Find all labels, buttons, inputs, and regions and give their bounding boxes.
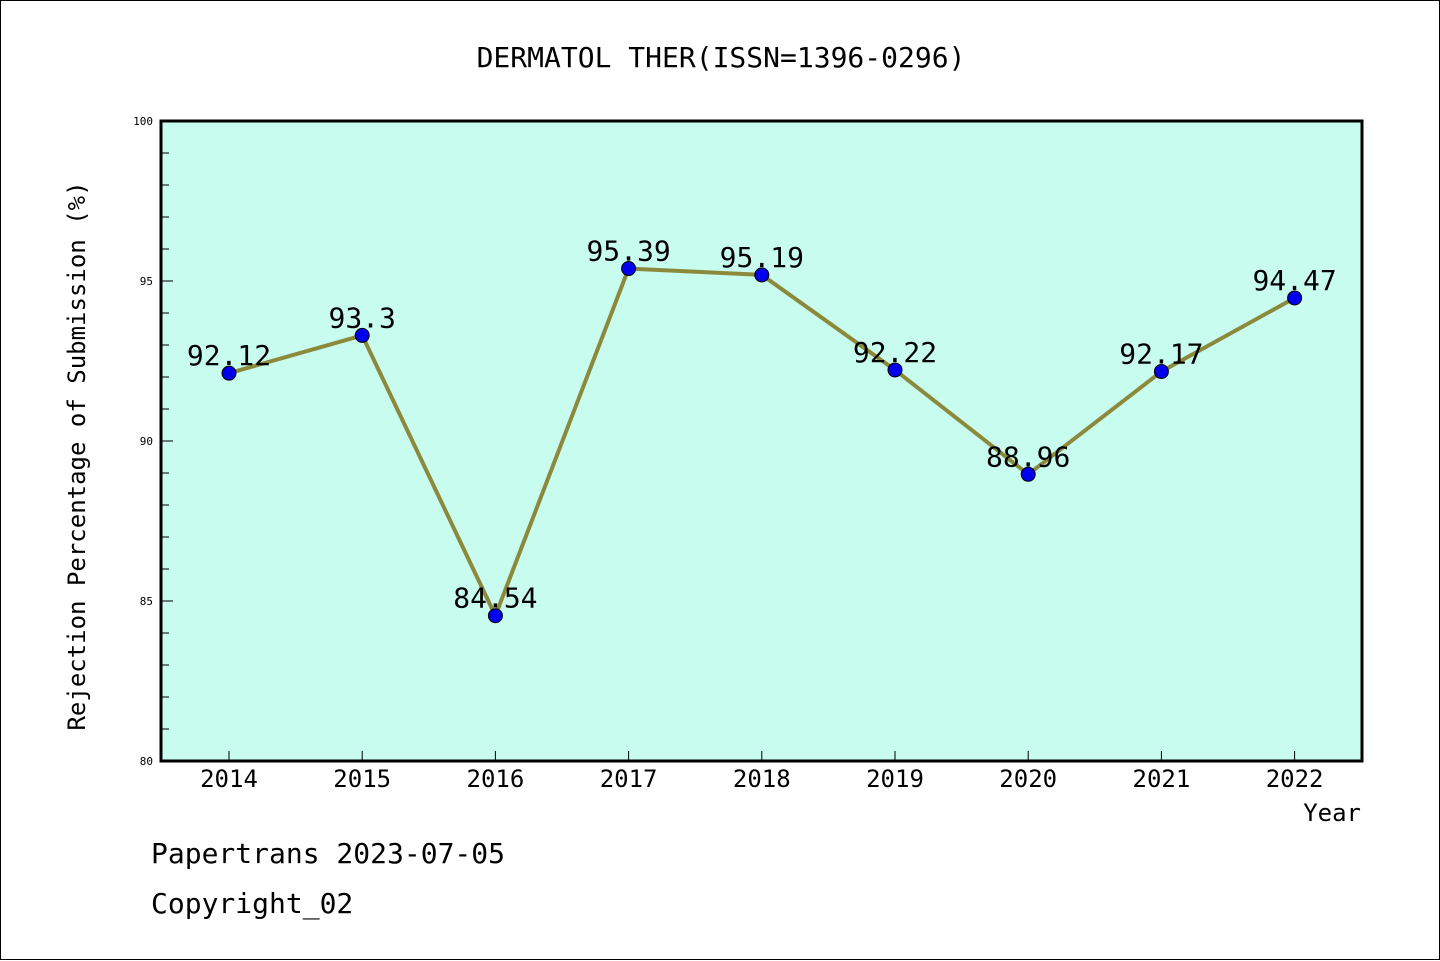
footer-date-line: Papertrans 2023-07-05	[151, 837, 506, 870]
series-markers	[221, 261, 1303, 624]
data-point	[1020, 466, 1036, 482]
y-axis-label: Rejection Percentage of Submission (%)	[63, 181, 91, 730]
footer-copyright-line: Copyright_02	[151, 887, 354, 920]
x-tick-label: 2014	[200, 765, 258, 793]
data-point	[354, 327, 370, 343]
y-axis-tick-labels: 80 85 90 95 100	[133, 115, 153, 768]
data-point	[621, 261, 637, 277]
x-tick-label: 2015	[333, 765, 391, 793]
x-tick-label: 2018	[733, 765, 791, 793]
x-tick-label: 2021	[1133, 765, 1191, 793]
x-tick-label: 2017	[600, 765, 658, 793]
x-axis-ticks	[228, 751, 1296, 761]
x-axis-tick-labels: 2014 2015 2016 2017 2018 2019 2020 2021 2022	[200, 765, 1323, 793]
x-tick-label: 2019	[866, 765, 924, 793]
y-tick-label: 90	[140, 435, 153, 448]
x-axis-label: Year	[1303, 799, 1361, 827]
y-tick-label: 80	[140, 755, 153, 768]
x-tick-label: 2022	[1266, 765, 1324, 793]
data-point	[1287, 290, 1303, 306]
chart-title: DERMATOL THER(ISSN=1396-0296)	[477, 41, 966, 74]
y-tick-label: 85	[140, 595, 153, 608]
data-point	[754, 267, 770, 283]
x-tick-label: 2020	[999, 765, 1057, 793]
data-point	[487, 608, 503, 624]
y-tick-label: 100	[133, 115, 153, 128]
y-tick-label: 95	[140, 275, 153, 288]
data-point	[221, 365, 237, 381]
data-point	[887, 362, 903, 378]
data-point	[1153, 364, 1169, 380]
x-tick-label: 2016	[467, 765, 525, 793]
plot-area	[159, 119, 1364, 763]
y-axis-ticks	[161, 120, 173, 762]
